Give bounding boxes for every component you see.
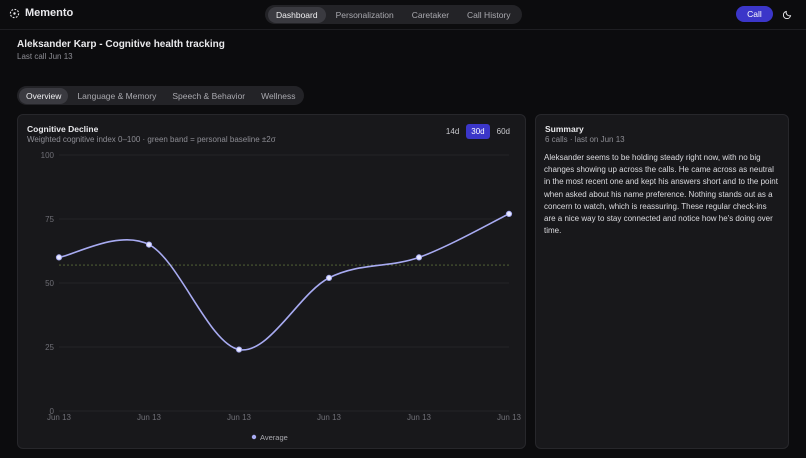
call-button[interactable]: Call: [736, 6, 773, 22]
logo-icon: [9, 8, 20, 18]
range-button[interactable]: 30d: [466, 124, 490, 139]
summary-text: Aleksander seems to be holding steady ri…: [544, 153, 778, 236]
tab[interactable]: Language & Memory: [77, 90, 157, 101]
range-button[interactable]: 14d: [445, 127, 460, 136]
series-line: [58, 213, 510, 351]
top-bar: Memento Dashboard Personalization Careta…: [0, 0, 806, 30]
tab[interactable]: Speech & Behavior: [172, 90, 246, 101]
point: [145, 241, 153, 248]
summary-card: Summary 6 calls · last on Jun 13 Aleksan…: [535, 114, 789, 449]
chart: 0 25 50 75 100 Jun 13 Jun 13 Jun 13 Jun 13 Jun 13…: [41, 151, 522, 442]
legend-swatch: [251, 434, 257, 440]
summary-title: Summary: [545, 124, 584, 134]
nav-item[interactable]: Caretaker: [411, 9, 450, 20]
page-title: Aleksander Karp - Cognitive health track…: [17, 39, 225, 50]
y-tick-label: 0: [50, 407, 55, 416]
x-tick-label: Jun 13: [47, 413, 72, 422]
chart-subtitle: Weighted cognitive index 0–100 · green b…: [27, 135, 276, 144]
tab[interactable]: Overview: [19, 87, 69, 104]
y-tick-label: 50: [45, 279, 54, 288]
point: [55, 254, 63, 261]
x-tick-label: Jun 13: [317, 413, 342, 422]
point: [235, 346, 243, 353]
chart-card: Cognitive Decline Weighted cognitive ind…: [17, 114, 526, 449]
point: [505, 210, 513, 217]
page-subtitle: Last call Jun 13: [17, 52, 73, 61]
theme-toggle[interactable]: [783, 9, 793, 19]
range-button[interactable]: 60d: [496, 127, 510, 136]
point: [415, 254, 423, 261]
chart-title: Cognitive Decline: [27, 124, 99, 134]
nav-item[interactable]: Personalization: [335, 9, 394, 20]
nav: Dashboard Personalization Caretaker Call…: [265, 5, 522, 24]
x-tick-label: Jun 13: [227, 413, 252, 422]
nav-item[interactable]: Call History: [467, 9, 511, 20]
y-tick-label: 100: [41, 151, 55, 160]
legend-label: Average: [260, 433, 288, 442]
call-label: Call: [747, 9, 762, 19]
tabs: Overview Language & Memory Speech & Beha…: [17, 86, 305, 105]
summary-meta: 6 calls · last on Jun 13: [545, 135, 625, 144]
logo[interactable]: Memento: [9, 7, 73, 19]
app-name: Memento: [25, 7, 74, 19]
y-tick-label: 25: [45, 343, 54, 352]
range-selector: 14d 30d 60d: [441, 124, 515, 139]
x-tick-label: Jun 13: [407, 413, 432, 422]
x-tick-label: Jun 13: [497, 413, 522, 422]
y-tick-label: 75: [45, 215, 54, 224]
point: [325, 274, 333, 281]
tab[interactable]: Wellness: [261, 90, 296, 101]
nav-item[interactable]: Dashboard: [268, 6, 326, 23]
x-tick-label: Jun 13: [137, 413, 162, 422]
